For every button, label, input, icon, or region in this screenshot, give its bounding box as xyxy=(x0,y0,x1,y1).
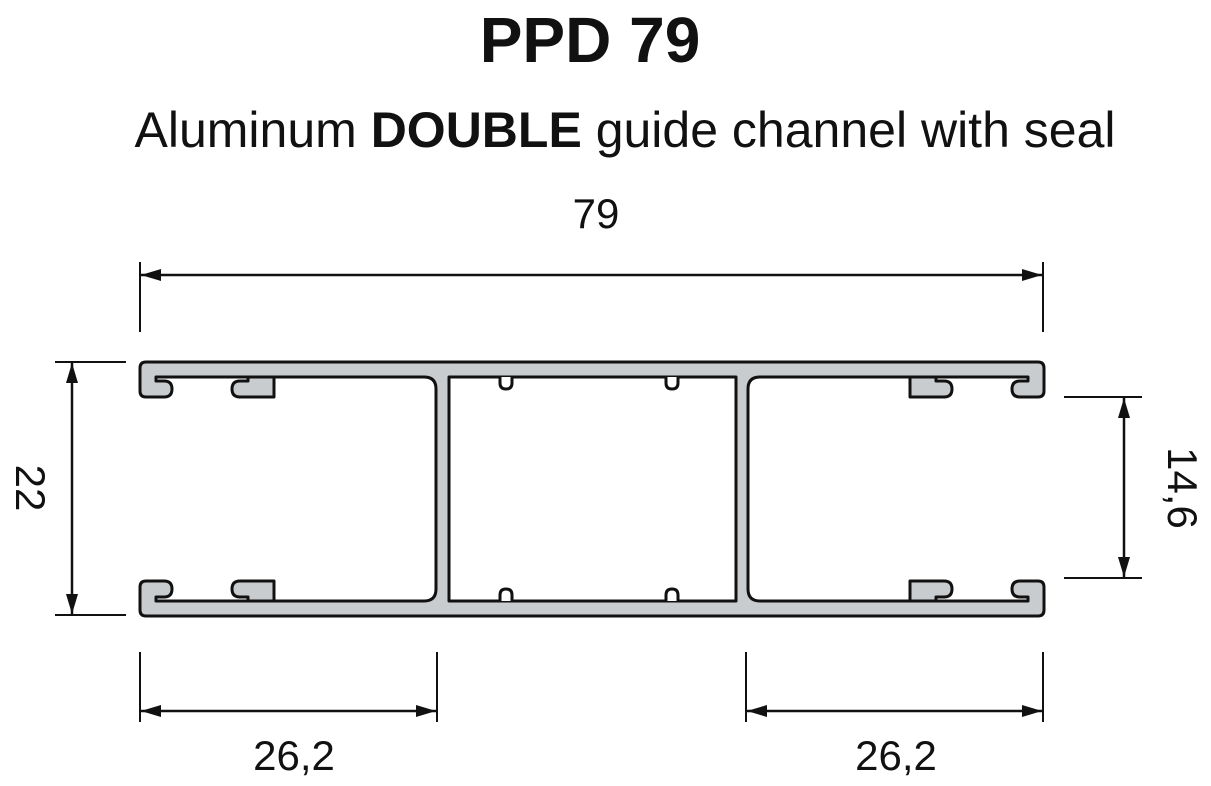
dimension-label-79: 79 xyxy=(573,190,620,237)
dimension-label-left-26-2: 26,2 xyxy=(253,732,335,779)
dimension-overall-width: 79 xyxy=(139,190,1044,332)
dimension-overall-height: 22 xyxy=(7,361,126,616)
dimension-inner-height: 14,6 xyxy=(1064,396,1206,579)
profile-outline xyxy=(138,360,1046,618)
groove-top-left xyxy=(498,377,514,391)
dimension-label-right-26-2: 26,2 xyxy=(855,732,937,779)
groove-top-right xyxy=(664,377,680,391)
dimension-label-14-6: 14,6 xyxy=(1159,447,1206,529)
dimension-right-section: 26,2 xyxy=(745,652,1044,779)
profile-cross-section xyxy=(138,360,1046,618)
subtitle-emphasis: DOUBLE xyxy=(370,102,582,158)
dimension-label-22: 22 xyxy=(7,465,54,512)
groove-bottom-left xyxy=(498,587,514,601)
subtitle-description: guide channel with seal xyxy=(581,102,1116,158)
subtitle-material: Aluminum xyxy=(134,102,371,158)
groove-bottom-right xyxy=(664,587,680,601)
dimension-left-section: 26,2 xyxy=(139,652,438,779)
drawing-subtitle: Aluminum DOUBLE guide channel with seal xyxy=(0,100,1211,160)
drawing-title: PPD 79 xyxy=(479,4,701,76)
